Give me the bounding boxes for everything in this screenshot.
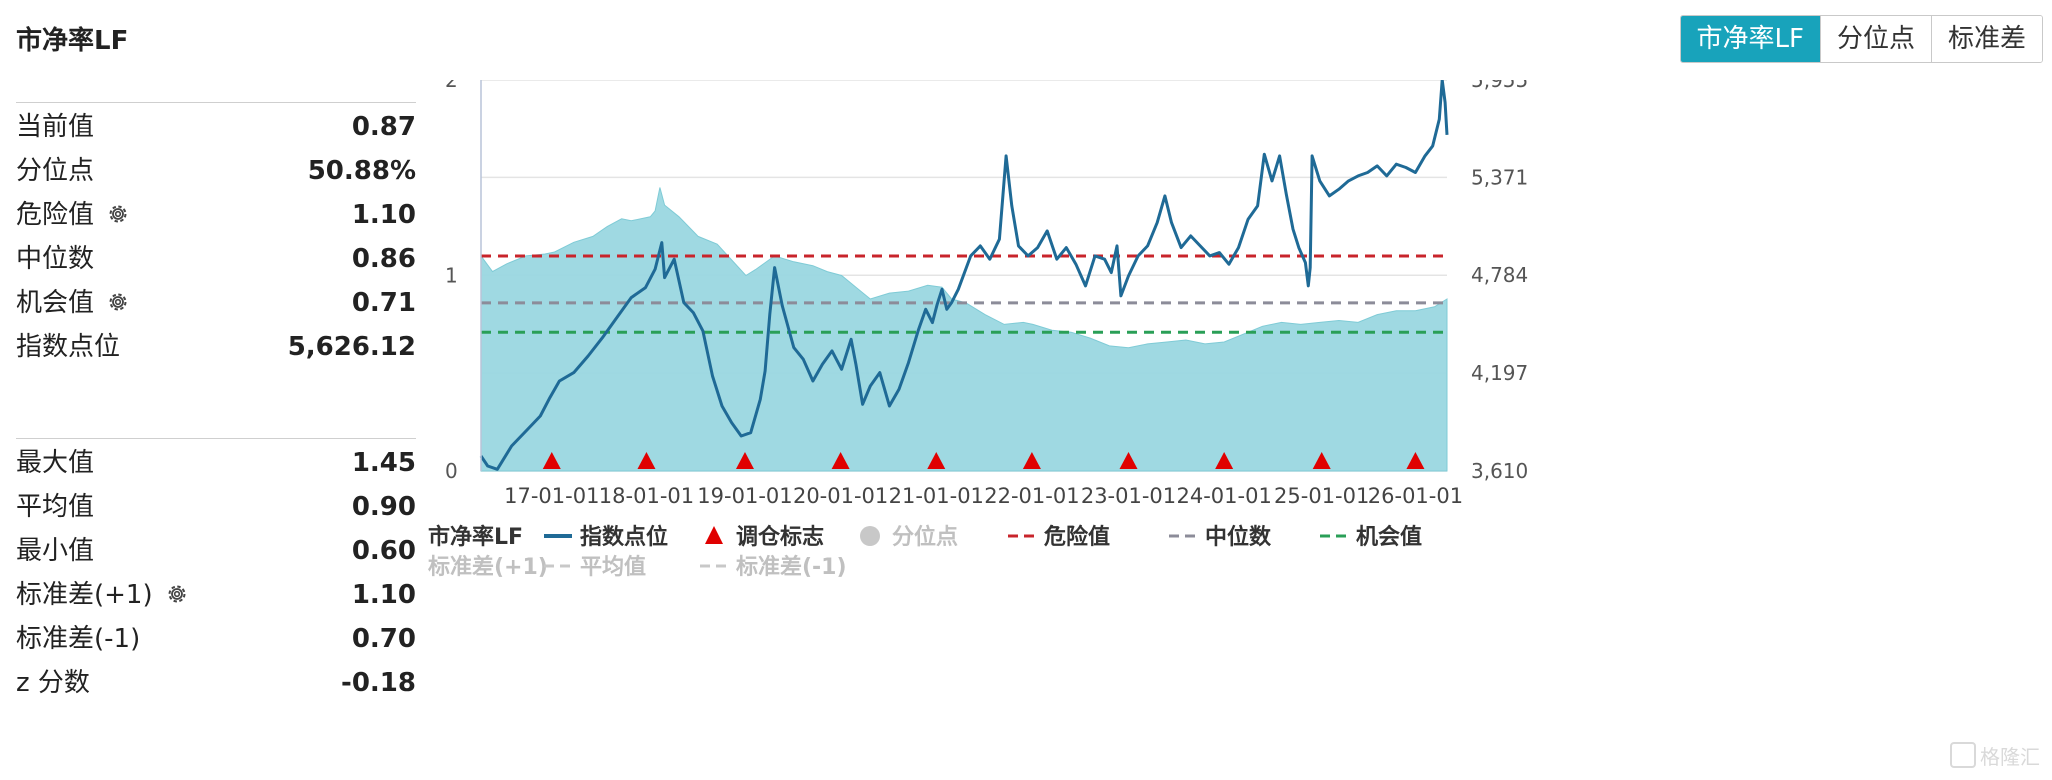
pb-lf-area xyxy=(480,187,1448,472)
gear-icon[interactable] xyxy=(106,290,130,314)
x-axis-tick-label: 17-01-01 xyxy=(504,484,599,508)
legend-triangle-icon xyxy=(705,526,723,544)
stat-label: 机会值 xyxy=(16,281,130,325)
stat-max: 最大值 1.45 xyxy=(16,441,416,485)
stat-value: 1.45 xyxy=(351,448,416,478)
rebalance-marker xyxy=(1406,452,1425,469)
rebalance-marker xyxy=(637,452,656,469)
stat-std-minus: 标准差(-1) 0.70 xyxy=(16,617,416,661)
stat-value: 50.88% xyxy=(307,156,416,186)
x-axis-tick-label: 24-01-01 xyxy=(1176,484,1271,508)
x-axis-tick-label: 23-01-01 xyxy=(1081,484,1176,508)
page-title: 市净率LF xyxy=(16,26,129,56)
right-axis-tick-label: 5,955 xyxy=(1471,80,1528,92)
watermark-icon xyxy=(1950,742,1976,768)
stats-panel-top: 当前值 0.87 分位点 50.88% 危险值 1.10 中位数 0.86 机会… xyxy=(16,102,416,369)
rebalance-marker xyxy=(1022,452,1041,469)
tab-std[interactable]: 标准差 xyxy=(1930,16,2042,62)
divider xyxy=(16,438,416,439)
left-axis-tick-label: 1 xyxy=(445,264,458,288)
stat-percentile: 分位点 50.88% xyxy=(16,149,416,193)
legend-item-label: 机会值 xyxy=(1356,524,1422,550)
stat-label-text: 标准差(+1) xyxy=(16,580,153,610)
right-axis-tick-label: 5,371 xyxy=(1471,165,1528,189)
stats-panel-bottom: 最大值 1.45 平均值 0.90 最小值 0.60 标准差(+1) 1.10 … xyxy=(16,438,416,705)
rebalance-marker xyxy=(927,452,946,469)
stat-value: 0.86 xyxy=(351,244,416,274)
legend-item-label: 标准差(-1) xyxy=(736,554,847,580)
stat-value: 1.10 xyxy=(351,580,416,610)
legend-item-label: 平均值 xyxy=(580,554,646,580)
stat-value: 0.90 xyxy=(351,492,416,522)
legend-circle-icon xyxy=(860,526,880,546)
tab-pb-lf[interactable]: 市净率LF xyxy=(1680,16,1820,62)
stat-value: 0.60 xyxy=(351,536,416,566)
rebalance-marker xyxy=(542,452,561,469)
stat-opportunity-value: 机会值 0.71 xyxy=(16,281,416,325)
right-axis-tick-label: 4,784 xyxy=(1471,263,1528,287)
stat-label: 平均值 xyxy=(16,492,95,522)
stat-value: 1.10 xyxy=(351,200,416,230)
stat-value: 5,626.12 xyxy=(287,332,416,362)
x-axis-tick-label: 18-01-01 xyxy=(599,484,694,508)
tab-percentile[interactable]: 分位点 xyxy=(1819,16,1931,62)
stat-value: 0.71 xyxy=(351,288,416,318)
rebalance-marker xyxy=(1215,452,1234,469)
x-axis-tick-label: 19-01-01 xyxy=(697,484,792,508)
pb-chart: 0 1 2 3,610 4,197 4,784 5,371 5,955 17-01-01 18-0… xyxy=(428,80,1528,580)
stat-current-value: 当前值 0.87 xyxy=(16,105,416,149)
right-axis-tick-label: 3,610 xyxy=(1471,459,1528,483)
stat-min: 最小值 0.60 xyxy=(16,529,416,573)
stat-label: 最大值 xyxy=(16,448,95,478)
x-axis-tick-label: 25-01-01 xyxy=(1274,484,1369,508)
stat-label: 危险值 xyxy=(16,193,130,237)
index-line xyxy=(479,80,1449,471)
rebalance-marker xyxy=(1312,452,1331,469)
stat-label: 指数点位 xyxy=(16,332,121,362)
stat-label-text: 机会值 xyxy=(16,288,95,318)
stat-value: 0.87 xyxy=(351,112,416,142)
gear-icon[interactable] xyxy=(106,202,130,226)
stat-mean: 平均值 0.90 xyxy=(16,485,416,529)
left-axis-tick-label: 0 xyxy=(445,459,458,483)
stat-label: 分位点 xyxy=(16,156,95,186)
stat-label: 标准差(-1) xyxy=(16,624,141,654)
legend-item-label: 分位点 xyxy=(892,524,958,550)
watermark-text: 格隆汇 xyxy=(1980,745,2040,769)
left-axis-tick-label: 2 xyxy=(445,80,458,92)
legend-item-label: 标准差(+1) xyxy=(428,554,548,580)
view-tabs: 市净率LF 分位点 标准差 xyxy=(1679,15,2043,63)
stat-label: z 分数 xyxy=(16,668,90,698)
stat-label: 中位数 xyxy=(16,244,95,274)
legend-item-label: 市净率LF xyxy=(428,524,523,550)
stat-label-text: 危险值 xyxy=(16,200,95,230)
x-axis-tick-label: 26-01-01 xyxy=(1368,484,1463,508)
rebalance-marker xyxy=(831,452,850,469)
rebalance-marker xyxy=(1119,452,1138,469)
x-axis-tick-label: 20-01-01 xyxy=(793,484,888,508)
stat-value: 0.70 xyxy=(351,624,416,654)
stat-index-level: 指数点位 5,626.12 xyxy=(16,325,416,369)
stat-label: 最小值 xyxy=(16,536,95,566)
legend-item-label: 危险值 xyxy=(1044,524,1110,550)
watermark-logo: 格隆汇 xyxy=(1950,741,2040,770)
right-axis-tick-label: 4,197 xyxy=(1471,361,1528,385)
legend-item-label: 调仓标志 xyxy=(736,524,824,550)
x-axis-tick-label: 21-01-01 xyxy=(889,484,984,508)
stat-std-plus: 标准差(+1) 1.10 xyxy=(16,573,416,617)
stat-median: 中位数 0.86 xyxy=(16,237,416,281)
divider xyxy=(16,102,416,103)
stat-label: 当前值 xyxy=(16,112,95,142)
stat-value: -0.18 xyxy=(341,668,416,698)
stat-z-score: z 分数 -0.18 xyxy=(16,661,416,705)
stat-label: 标准差(+1) xyxy=(16,573,189,617)
x-axis-tick-label: 22-01-01 xyxy=(984,484,1079,508)
legend-item-label: 中位数 xyxy=(1205,524,1272,550)
legend-item-label: 指数点位 xyxy=(580,524,668,550)
stat-danger-value: 危险值 1.10 xyxy=(16,193,416,237)
gear-icon[interactable] xyxy=(165,582,189,606)
rebalance-marker xyxy=(735,452,754,469)
